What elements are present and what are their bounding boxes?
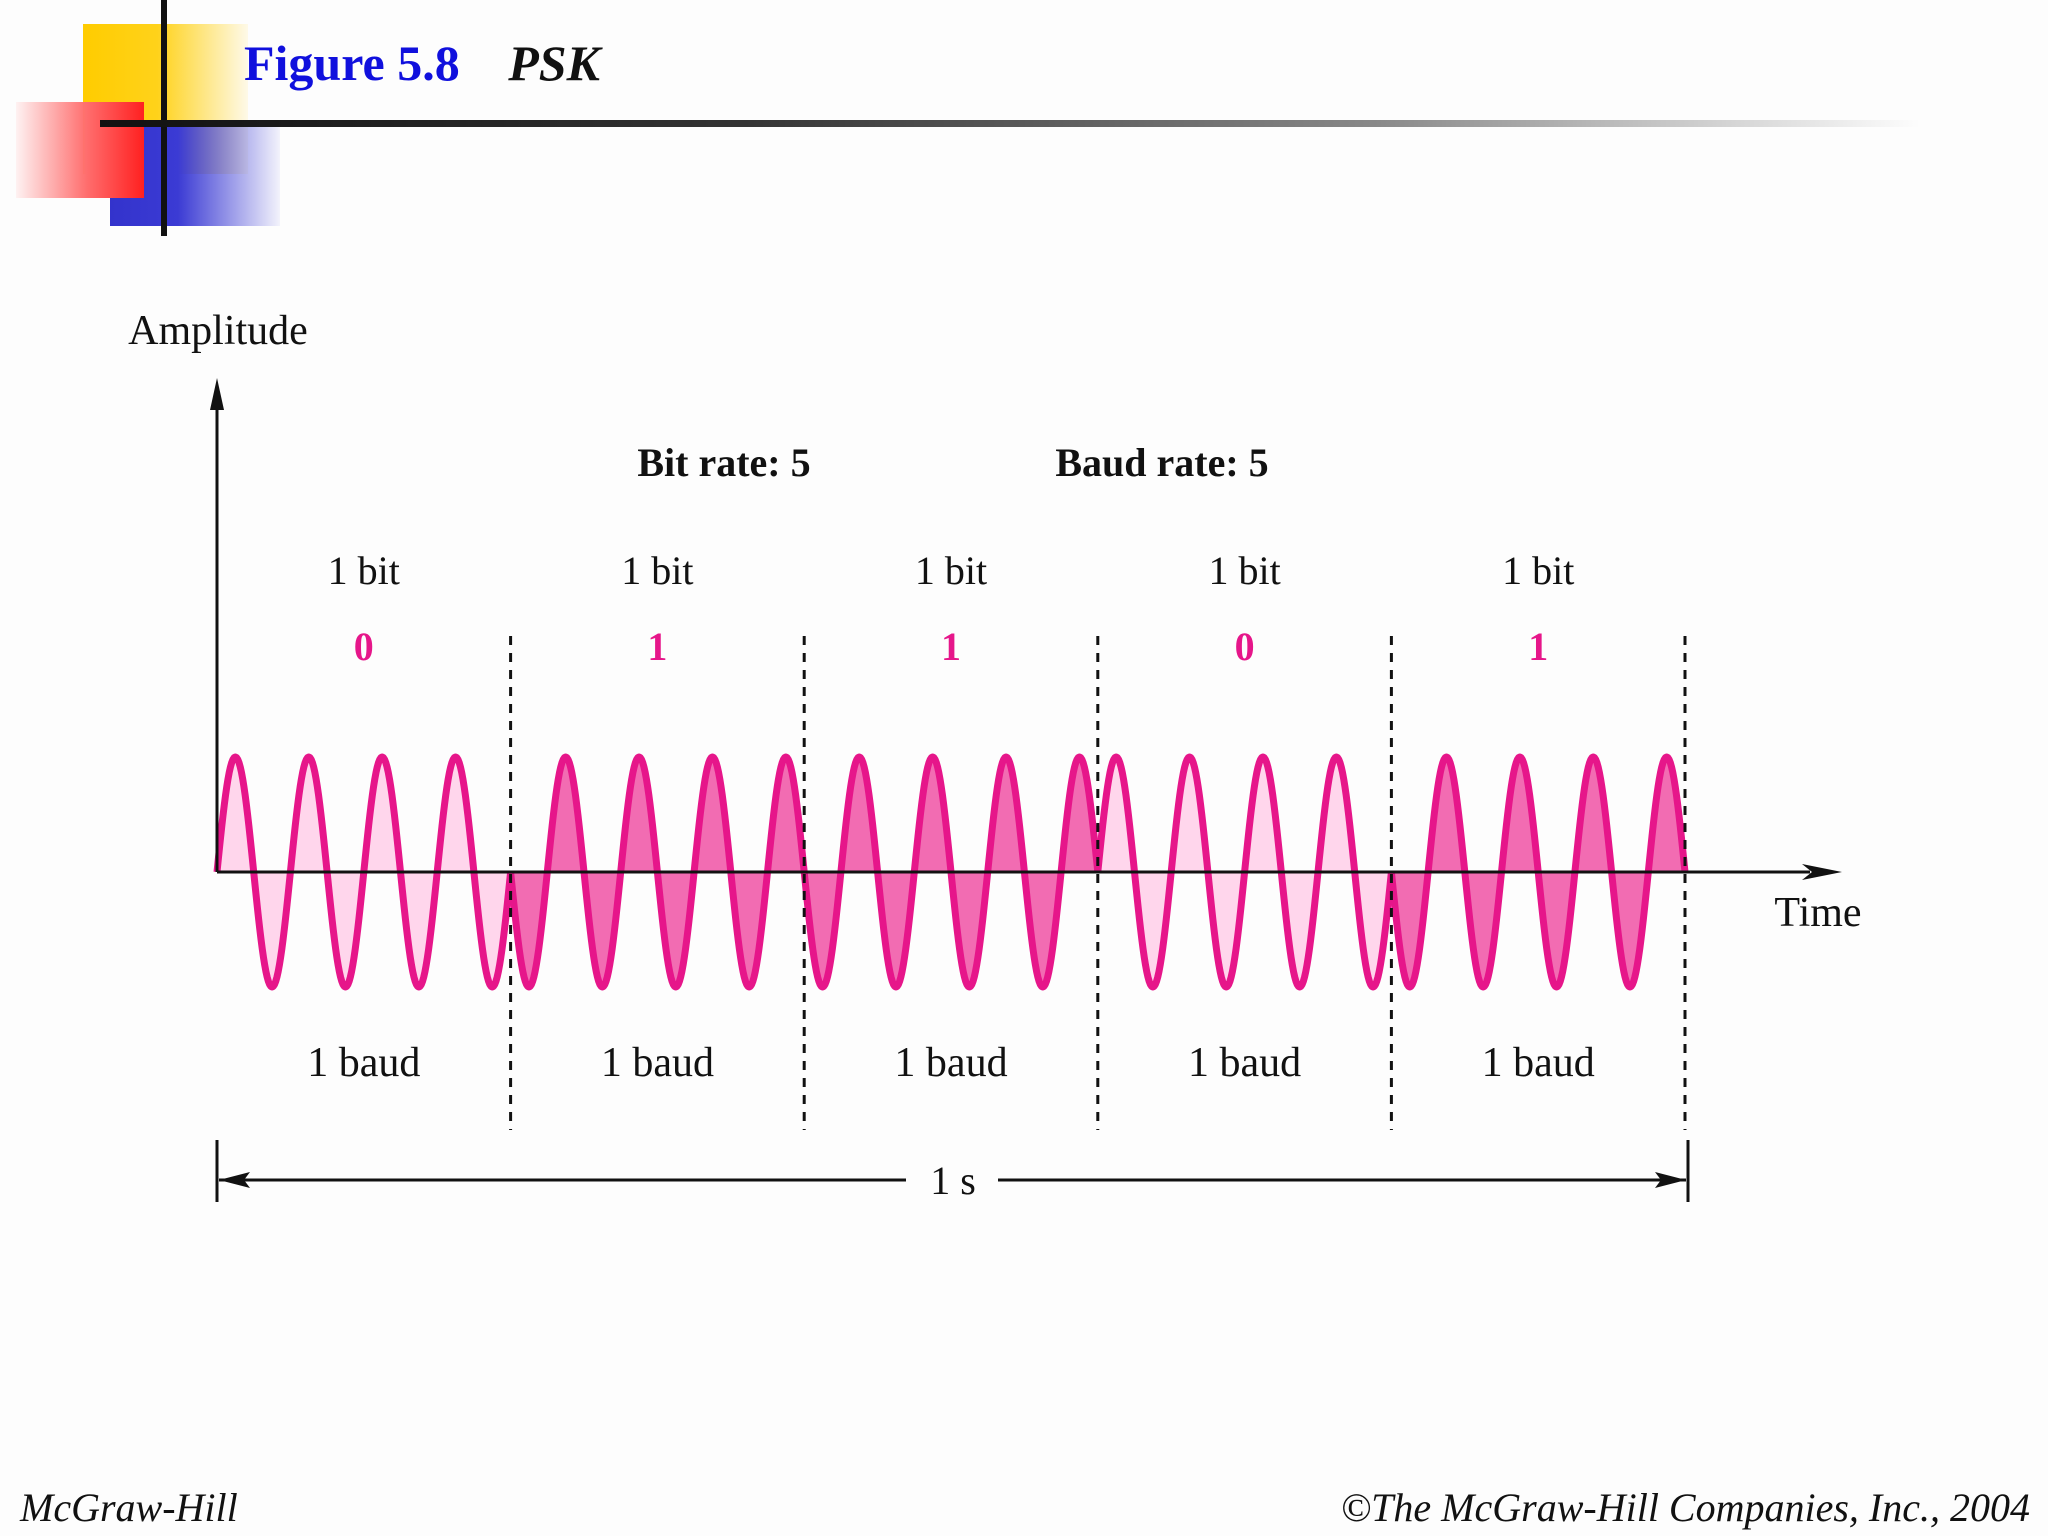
bit-label-3: 1 bit xyxy=(915,548,987,593)
bit-label-1: 1 bit xyxy=(328,548,400,593)
baud-rate-label: Baud rate: 5 xyxy=(1055,440,1268,485)
segment-labels: 1 bit 0 1 baud 1 bit 1 1 baud 1 bit 1 1 baud 1 bi… xyxy=(307,548,1595,1086)
duration-label: 1 s xyxy=(930,1158,976,1203)
corner-decoration-red xyxy=(16,102,144,198)
figure-number: Figure 5.8 xyxy=(244,35,460,91)
bit-label-4: 1 bit xyxy=(1208,548,1280,593)
footer-copyright: ©The McGraw-Hill Companies, Inc., 2004 xyxy=(1340,1485,2030,1530)
bit-value-4: 0 xyxy=(1235,624,1255,669)
bit-value-5: 1 xyxy=(1528,624,1548,669)
baud-label-4: 1 baud xyxy=(1188,1040,1301,1086)
footer-publisher: McGraw-Hill xyxy=(20,1485,238,1530)
x-axis-label: Time xyxy=(1774,890,1861,936)
bit-rate-label: Bit rate: 5 xyxy=(637,440,810,485)
bit-dividers xyxy=(509,636,1687,1130)
left-arrowhead-icon xyxy=(219,1172,250,1188)
x-axis-arrow-icon xyxy=(1802,864,1842,880)
y-axis-label: Amplitude xyxy=(128,308,308,354)
right-arrowhead-icon xyxy=(1655,1172,1686,1188)
baud-label-1: 1 baud xyxy=(307,1040,420,1086)
baud-label-5: 1 baud xyxy=(1482,1040,1595,1086)
baud-label-3: 1 baud xyxy=(894,1040,1007,1086)
figure-name: PSK xyxy=(508,35,600,91)
bit-value-1: 0 xyxy=(354,624,374,669)
corner-decoration-line xyxy=(161,0,167,236)
duration-span: 1 s xyxy=(215,1140,1690,1203)
bit-label-5: 1 bit xyxy=(1502,548,1574,593)
y-axis-arrow-icon xyxy=(210,378,224,410)
baud-label-2: 1 baud xyxy=(601,1040,714,1086)
bit-value-3: 1 xyxy=(941,624,961,669)
bit-value-2: 1 xyxy=(647,624,667,669)
title-underline xyxy=(100,120,1920,127)
bit-label-2: 1 bit xyxy=(621,548,693,593)
slide-title: Figure 5.8 PSK xyxy=(244,34,600,92)
